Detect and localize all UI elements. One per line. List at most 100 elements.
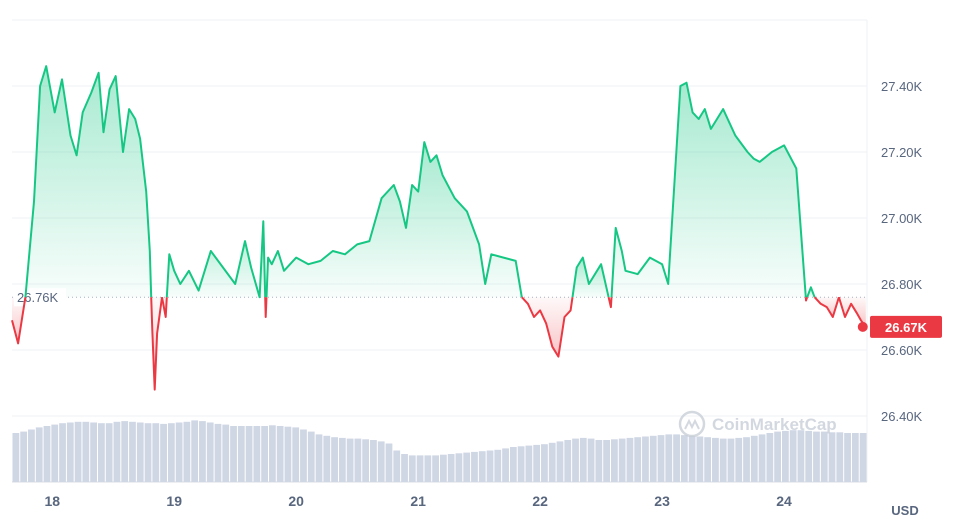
volume-bar: [183, 421, 191, 482]
volume-bar: [572, 438, 579, 482]
volume-bar: [43, 426, 51, 482]
y-tick-label: 27.00K: [881, 211, 923, 226]
volume-bar: [338, 437, 346, 482]
price-line-up: [24, 65, 153, 298]
volume-bar: [98, 423, 105, 482]
watermark-logo-icon: [678, 410, 706, 438]
volume-bar: [105, 423, 113, 482]
volume-bar: [59, 423, 66, 482]
x-tick-label: 22: [532, 493, 548, 509]
volume-bar: [424, 455, 432, 482]
price-area: [12, 66, 866, 390]
volume-bar: [284, 426, 292, 482]
price-line-down: [813, 296, 840, 318]
volume-bar: [836, 432, 844, 482]
volume-bar: [152, 423, 160, 482]
volume-bar: [541, 444, 548, 482]
x-tick-label: 19: [166, 493, 182, 509]
volume-bar: [828, 432, 836, 482]
price-line-down: [521, 296, 574, 358]
volume-bar: [774, 431, 781, 482]
volume-bar: [533, 444, 541, 482]
volume-bar: [680, 435, 688, 482]
volume-bar: [28, 429, 35, 482]
volume-bar: [486, 450, 494, 482]
volume-bar: [175, 422, 183, 482]
volume-bar: [611, 439, 618, 482]
volume-bar: [416, 455, 424, 482]
volume-bar: [595, 440, 603, 482]
volume-bar: [587, 438, 595, 482]
volume-bar: [191, 420, 199, 482]
volume-bar: [478, 451, 486, 482]
volume-bar: [136, 422, 144, 482]
volume-bar: [782, 430, 789, 482]
volume-bar: [564, 440, 572, 482]
volume-bar: [642, 436, 649, 482]
volume-bar: [292, 427, 300, 482]
volume-bar: [370, 440, 377, 482]
volume-bar: [401, 454, 408, 482]
volume-bar: [377, 441, 385, 482]
area-below-reference: [838, 297, 866, 327]
volume-bar: [237, 426, 245, 482]
price-line-up: [610, 81, 807, 298]
volume-bar: [851, 433, 859, 482]
price-line-down: [150, 297, 163, 391]
volume-bar: [206, 422, 214, 482]
volume-bar: [696, 436, 704, 482]
volume-bar: [758, 434, 766, 482]
volume-bar: [494, 449, 502, 482]
price-line-down: [161, 297, 168, 318]
volume-bar: [471, 451, 478, 482]
reference-label-bg: [14, 288, 66, 307]
volume-bar: [121, 421, 129, 482]
volume-bar: [579, 437, 587, 482]
volume-bar: [253, 426, 261, 482]
volume-bar: [805, 430, 813, 482]
volume-bar: [35, 427, 43, 482]
volume-bar: [556, 441, 564, 482]
y-tick-label: 27.40K: [881, 79, 923, 94]
price-line-up: [571, 256, 610, 298]
volume-bar: [665, 434, 673, 482]
price-line-up: [165, 220, 267, 299]
volume-bar: [346, 438, 354, 482]
volume-bar: [20, 431, 28, 482]
price-line-down: [264, 297, 268, 318]
volume-bar: [269, 425, 276, 482]
volume-bar: [440, 454, 447, 482]
volume-bar: [517, 446, 525, 482]
y-tick-label: 26.60K: [881, 343, 923, 358]
volume-bar: [813, 431, 820, 482]
volume-bar: [408, 455, 416, 482]
y-tick-label: 26.40K: [881, 409, 923, 424]
volume-bar: [657, 435, 665, 482]
volume-bar: [74, 421, 82, 482]
volume-bar: [649, 435, 657, 482]
volume-bar: [525, 445, 533, 482]
y-tick-label: 27.20K: [881, 145, 923, 160]
volume-bar: [447, 454, 455, 482]
volume-bar: [323, 435, 331, 482]
price-line-down: [607, 296, 613, 309]
volume-bar: [789, 430, 797, 482]
volume-bar: [144, 423, 152, 482]
x-tick-label: 23: [654, 493, 670, 509]
volume-bar: [712, 437, 719, 482]
volume-bar: [743, 437, 750, 482]
volume-bar: [603, 440, 610, 482]
volume-bar: [719, 438, 727, 482]
volume-bar: [362, 439, 370, 482]
volume-bar: [214, 423, 222, 482]
volume-bar: [90, 422, 97, 482]
axes: 26.40K 26.60K 26.80K 27.00K 27.20K 27.40K 18 19…: [44, 79, 922, 518]
watermark-text: CoinMarketCap: [712, 415, 837, 434]
x-tick-label: 20: [288, 493, 304, 509]
volume-bar: [245, 426, 253, 482]
volume-bar: [626, 437, 634, 482]
area-above-reference: [611, 82, 806, 298]
volume-bar: [199, 421, 206, 482]
volume-bar: [129, 421, 136, 482]
